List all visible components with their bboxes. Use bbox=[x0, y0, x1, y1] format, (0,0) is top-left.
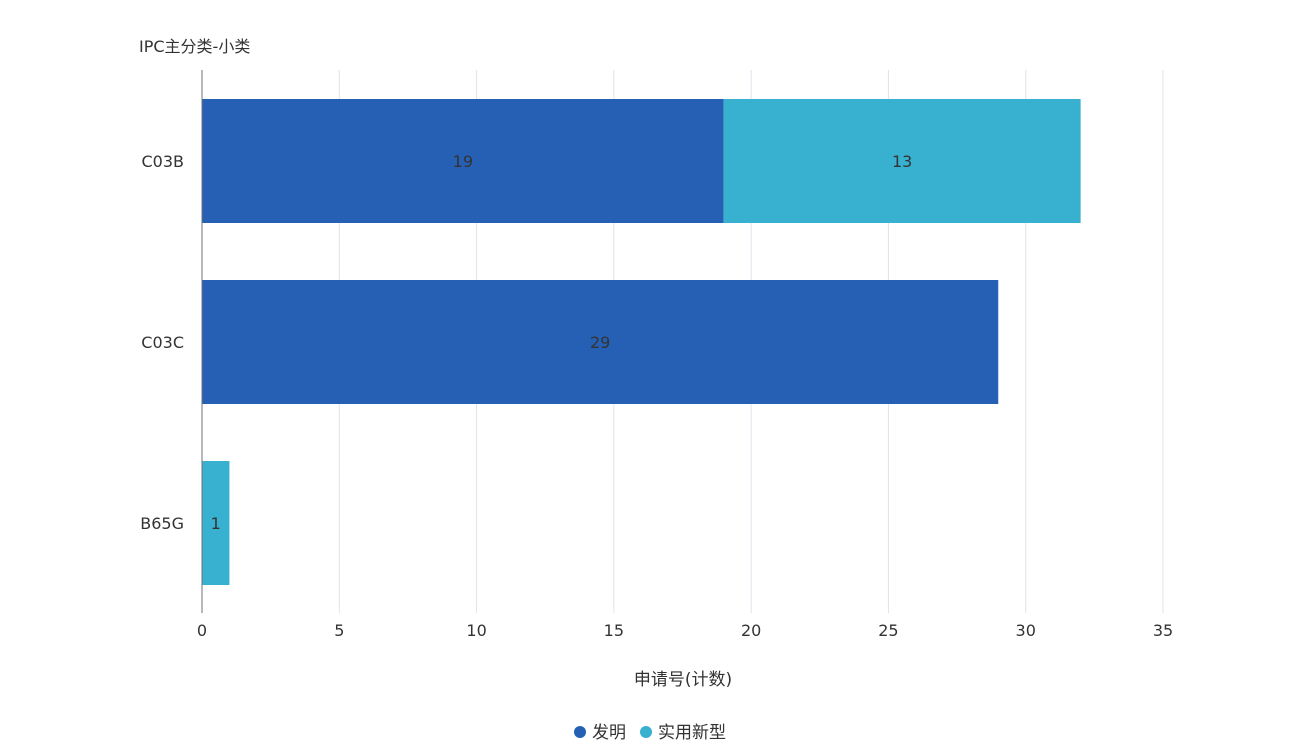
category-label-C03B: C03B bbox=[141, 152, 184, 171]
x-tick-label-5: 5 bbox=[334, 621, 344, 640]
data-label-B65G-series-1: 1 bbox=[211, 514, 221, 533]
x-tick-label-20: 20 bbox=[741, 621, 761, 640]
data-label-C03B-series-1: 13 bbox=[892, 152, 912, 171]
category-label-B65G: B65G bbox=[140, 514, 184, 533]
legend-item-1[interactable]: 实用新型 bbox=[640, 723, 726, 743]
data-label-C03B-series-0: 19 bbox=[453, 152, 473, 171]
x-tick-label-15: 15 bbox=[604, 621, 624, 640]
legend-item-0[interactable]: 发明 bbox=[574, 723, 626, 743]
data-label-C03C-series-0: 29 bbox=[590, 333, 610, 352]
x-tick-label-30: 30 bbox=[1016, 621, 1036, 640]
legend-marker-0 bbox=[574, 726, 586, 738]
x-tick-label-10: 10 bbox=[466, 621, 486, 640]
y-axis-title: IPC主分类-小类 bbox=[139, 37, 250, 56]
legend-label-0: 发明 bbox=[592, 723, 626, 743]
legend-label-1: 实用新型 bbox=[658, 723, 726, 743]
category-label-C03C: C03C bbox=[141, 333, 184, 352]
x-axis-title: 申请号(计数) bbox=[634, 670, 732, 690]
bars: 19 13 29 1 bbox=[202, 99, 1081, 585]
legend-marker-1 bbox=[640, 726, 652, 738]
x-tick-label-25: 25 bbox=[878, 621, 898, 640]
x-tick-label-35: 35 bbox=[1153, 621, 1173, 640]
legend[interactable]: 发明 实用新型 bbox=[574, 723, 726, 743]
x-tick-label-0: 0 bbox=[197, 621, 207, 640]
